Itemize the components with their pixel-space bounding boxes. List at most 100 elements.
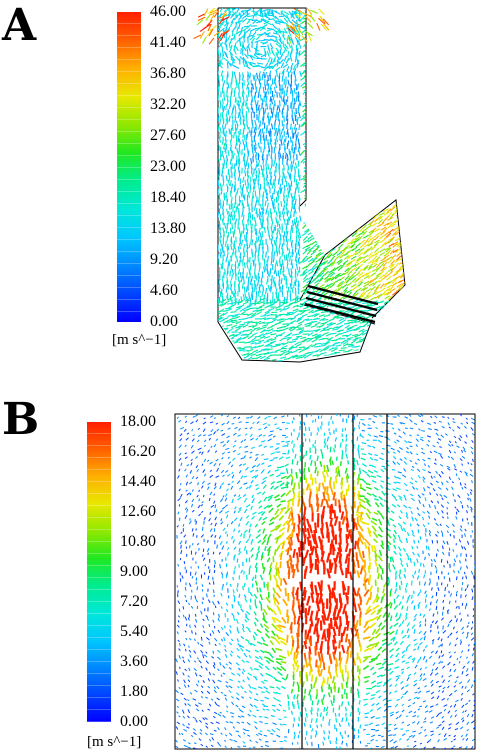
velocity-vector xyxy=(391,220,397,226)
velocity-vector xyxy=(242,176,245,183)
velocity-vector xyxy=(271,329,279,332)
velocity-vector xyxy=(334,123,340,129)
velocity-vector xyxy=(409,131,413,136)
velocity-vector xyxy=(258,265,261,272)
velocity-vector xyxy=(399,421,403,425)
velocity-vector xyxy=(240,276,244,283)
velocity-vector xyxy=(342,58,349,64)
velocity-vector xyxy=(257,416,261,420)
velocity-vector xyxy=(287,79,290,86)
velocity-vector xyxy=(265,208,268,215)
velocity-vector xyxy=(338,234,344,239)
velocity-vector xyxy=(404,119,405,124)
velocity-vector xyxy=(374,154,380,160)
velocity-vector xyxy=(382,94,388,100)
velocity-vector xyxy=(331,86,337,91)
velocity-vector xyxy=(392,460,396,465)
velocity-vector xyxy=(343,73,349,79)
velocity-vector xyxy=(344,112,351,117)
velocity-vector xyxy=(302,277,309,283)
colorbar-b-unit: [m s^−1] xyxy=(87,734,142,750)
velocity-vector xyxy=(362,42,368,49)
velocity-vector xyxy=(280,135,284,142)
velocity-vector xyxy=(235,13,242,17)
velocity-vector xyxy=(190,462,193,466)
velocity-vector xyxy=(318,277,324,283)
velocity-vector xyxy=(250,171,254,178)
velocity-vector xyxy=(197,427,200,431)
velocity-vector xyxy=(322,242,329,247)
velocity-vector xyxy=(310,35,316,41)
velocity-vector xyxy=(215,202,216,208)
velocity-vector xyxy=(348,49,354,54)
velocity-vector xyxy=(314,321,321,326)
velocity-vector xyxy=(346,348,353,353)
velocity-vector xyxy=(300,81,306,87)
velocity-vector xyxy=(457,426,461,429)
velocity-vector xyxy=(357,127,363,133)
velocity-vector xyxy=(353,63,359,69)
velocity-vector xyxy=(342,101,348,107)
velocity-vector xyxy=(390,266,396,272)
velocity-vector xyxy=(409,434,412,437)
velocity-vector xyxy=(274,21,281,25)
velocity-vector xyxy=(214,137,215,143)
velocity-vector xyxy=(343,155,348,161)
velocity-vector xyxy=(249,456,252,459)
velocity-vector xyxy=(355,139,361,144)
velocity-vector xyxy=(218,212,220,219)
velocity-vector xyxy=(264,426,268,430)
velocity-vector xyxy=(318,104,325,109)
velocity-vector xyxy=(246,79,250,86)
velocity-vector xyxy=(404,328,405,333)
velocity-vector xyxy=(408,164,412,168)
velocity-vector xyxy=(354,26,360,32)
velocity-vector xyxy=(470,463,473,466)
velocity-vector xyxy=(230,13,236,19)
velocity-vector xyxy=(375,316,382,321)
velocity-vector xyxy=(307,467,310,473)
velocity-vector xyxy=(323,151,329,157)
velocity-vector xyxy=(374,83,381,88)
velocity-vector xyxy=(247,71,250,78)
velocity-vector xyxy=(275,270,278,277)
velocity-vector xyxy=(217,33,223,41)
velocity-vector xyxy=(347,270,353,276)
velocity-vector xyxy=(307,217,314,223)
velocity-vector xyxy=(261,154,264,161)
velocity-vector xyxy=(375,71,382,76)
velocity-vector xyxy=(407,240,411,244)
velocity-vector xyxy=(202,421,207,425)
velocity-vector xyxy=(347,310,354,313)
velocity-vector xyxy=(420,420,424,423)
velocity-vector xyxy=(372,268,378,272)
velocity-vector xyxy=(403,77,405,83)
velocity-vector xyxy=(197,482,199,486)
velocity-vector xyxy=(363,80,369,85)
velocity-vector xyxy=(328,160,335,165)
velocity-vector xyxy=(360,167,366,173)
velocity-vector xyxy=(318,134,325,139)
velocity-vector xyxy=(259,138,262,145)
velocity-vector xyxy=(390,92,397,98)
velocity-vector xyxy=(261,73,264,81)
velocity-vector xyxy=(319,201,325,207)
velocity-vector xyxy=(371,139,377,144)
velocity-vector xyxy=(326,235,332,240)
velocity-vector xyxy=(347,25,353,32)
velocity-vector xyxy=(311,338,318,343)
velocity-vector xyxy=(360,457,366,461)
velocity-vector xyxy=(380,70,387,75)
velocity-vector xyxy=(374,357,381,361)
velocity-vector xyxy=(394,63,400,69)
velocity-vector xyxy=(237,416,241,420)
colorbar-tick-label: 3.60 xyxy=(120,653,148,670)
velocity-vector xyxy=(318,323,325,328)
velocity-vector xyxy=(372,172,379,177)
velocity-vector xyxy=(401,90,405,96)
velocity-vector xyxy=(287,192,290,199)
velocity-vector xyxy=(347,460,350,465)
velocity-vector xyxy=(386,331,392,336)
velocity-vector xyxy=(383,222,390,227)
velocity-vector xyxy=(226,100,229,107)
